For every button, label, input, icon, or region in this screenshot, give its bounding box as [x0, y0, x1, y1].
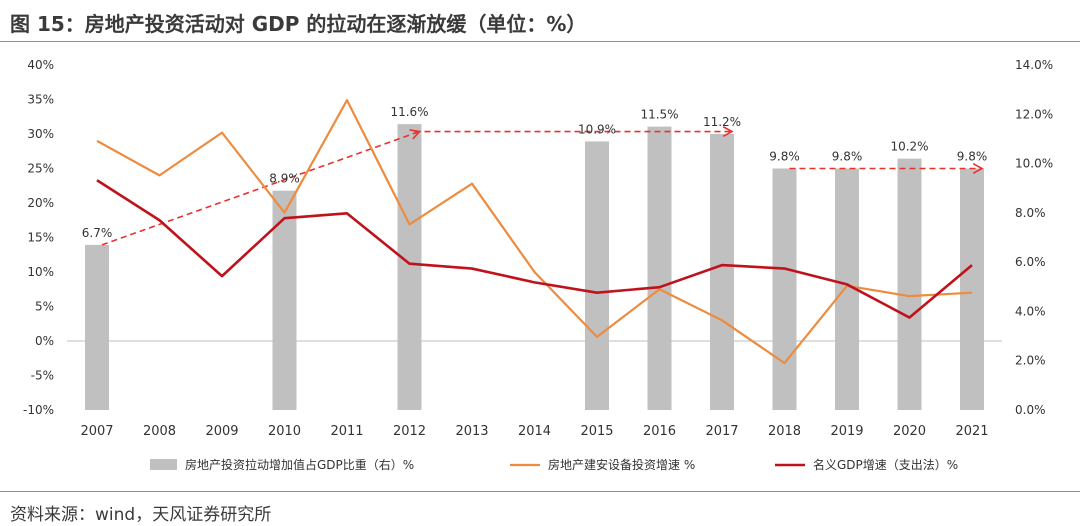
x-tick-label: 2016	[643, 424, 676, 439]
left-tick-label: 25%	[27, 162, 54, 176]
line-nominal-gdp	[96, 179, 973, 319]
legend-swatch-bar	[150, 459, 177, 470]
legend: 房地产投资拉动增加值占GDP比重（右）% 房地产建安设备投资增速 % 名义GDP…	[150, 457, 958, 472]
bar-2010	[272, 190, 297, 410]
trend-arrow-head-2	[722, 126, 734, 138]
labels-layer: 6.7% 8.9% 11.6% 10.9% 11.5% 11.2% 9.8% 9.8% 10.2…	[82, 105, 988, 240]
bar-value-label: 9.8%	[769, 150, 800, 164]
bar-value-label: 10.2%	[890, 140, 928, 154]
left-tick-label: 10%	[27, 265, 54, 279]
legend-label-gdp: 名义GDP增速（支出法）%	[813, 457, 958, 472]
chart: -10% -5% 0% 5% 10% 15% 20% 25% 30% 35% 40% 0.0% 2.0%…	[23, 58, 1053, 472]
trend-arrows-layer	[101, 126, 984, 246]
x-tick-label: 2007	[80, 424, 113, 439]
bar-2017	[710, 134, 734, 410]
bar-value-label: 9.8%	[957, 150, 988, 164]
left-tick-label: 5%	[35, 300, 54, 314]
right-tick-label: 2.0%	[1015, 354, 1046, 368]
bar-value-label: 11.5%	[640, 108, 678, 122]
x-tick-label: 2018	[768, 424, 801, 439]
x-tick-label: 2017	[705, 424, 738, 439]
left-tick-label: 30%	[27, 127, 54, 141]
trend-arrow-1	[101, 130, 420, 246]
trend-arrow-head-3	[972, 163, 984, 174]
legend-label-bar: 房地产投资拉动增加值占GDP比重（右）%	[185, 457, 414, 472]
bar-value-label: 11.2%	[703, 115, 741, 129]
x-tick-label: 2010	[268, 424, 301, 439]
right-tick-label: 4.0%	[1015, 304, 1046, 318]
legend-label-construction: 房地产建安设备投资增速 %	[548, 457, 695, 472]
x-tick-label: 2019	[830, 424, 863, 439]
left-tick-label: 35%	[27, 93, 54, 107]
figure-title: 图 15：房地产投资活动对 GDP 的拉动在逐渐放缓（单位：%）	[10, 12, 587, 36]
bar-value-label: 8.9%	[269, 172, 300, 186]
left-tick-label: 0%	[35, 334, 54, 348]
bar-2012	[397, 124, 422, 411]
bar-value-label: 11.6%	[390, 105, 428, 119]
bar-2021	[960, 168, 984, 410]
left-tick-label: 40%	[27, 58, 54, 72]
lines-layer	[96, 99, 973, 365]
bar-2007	[85, 244, 109, 410]
x-tick-label: 2015	[580, 424, 613, 439]
right-tick-label: 0.0%	[1015, 403, 1046, 417]
x-tick-label: 2008	[143, 424, 176, 439]
right-tick-label: 10.0%	[1015, 157, 1053, 171]
bar-value-label: 10.9%	[578, 122, 616, 136]
bars-layer	[85, 124, 984, 411]
bar-2020	[897, 158, 922, 410]
x-tick-label: 2020	[893, 424, 926, 439]
bar-value-label: 9.8%	[832, 150, 863, 164]
right-tick-label: 14.0%	[1015, 58, 1053, 72]
x-tick-label: 2021	[955, 424, 988, 439]
right-tick-label: 6.0%	[1015, 255, 1046, 269]
x-tick-label: 2011	[330, 424, 363, 439]
left-tick-label: -5%	[31, 369, 54, 383]
x-tick-label: 2012	[393, 424, 426, 439]
bar-value-label: 6.7%	[82, 226, 113, 240]
source-note: 资料来源：wind，天风证券研究所	[10, 505, 272, 525]
axes-layer: -10% -5% 0% 5% 10% 15% 20% 25% 30% 35% 40% 0.0% 2.0%…	[23, 58, 1053, 439]
right-tick-label: 8.0%	[1015, 206, 1046, 220]
left-tick-label: 15%	[27, 231, 54, 245]
bar-2018	[772, 168, 797, 410]
right-tick-label: 12.0%	[1015, 107, 1053, 121]
x-tick-label: 2014	[518, 424, 551, 439]
bar-2016	[647, 126, 672, 410]
bar-2015	[585, 141, 609, 410]
source-divider	[0, 491, 1080, 492]
left-tick-label: 20%	[27, 196, 54, 210]
line-construction-investment	[96, 99, 973, 365]
x-tick-label: 2009	[205, 424, 238, 439]
title-divider	[0, 41, 1080, 42]
x-tick-label: 2013	[455, 424, 488, 439]
left-tick-label: -10%	[23, 403, 54, 417]
